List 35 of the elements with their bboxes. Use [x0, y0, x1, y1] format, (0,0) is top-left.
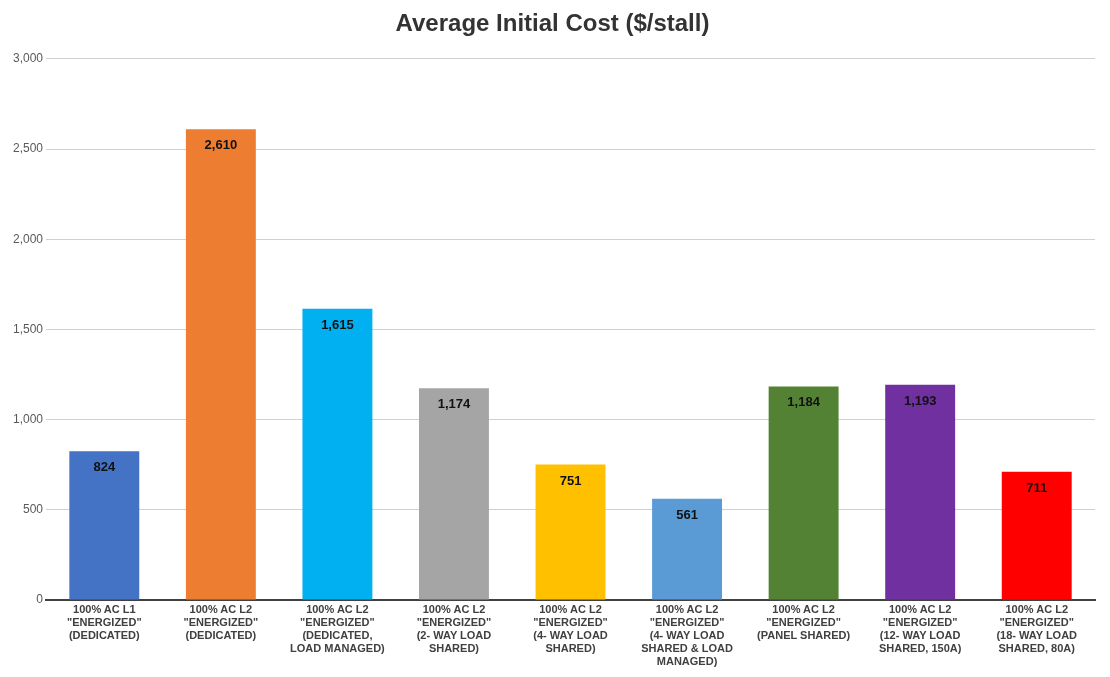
chart-title: Average Initial Cost ($/stall) — [395, 9, 710, 37]
y-tick-label: 2,000 — [13, 231, 44, 246]
data-label: 751 — [559, 472, 582, 488]
data-label: 2,610 — [204, 137, 238, 153]
bar — [652, 498, 723, 600]
y-tick-label: 1,500 — [13, 321, 44, 336]
data-label: 1,193 — [903, 392, 937, 408]
x-tick-label: 100% AC L2 "ENERGIZED" (PANEL SHARED) — [757, 602, 851, 642]
x-tick-label: 100% AC L2 "ENERGIZED" (DEDICATED) — [183, 602, 259, 642]
bar — [302, 308, 373, 600]
data-label: 1,615 — [321, 316, 354, 332]
y-tick-label: 2,500 — [13, 141, 44, 156]
bar — [768, 386, 839, 600]
bar — [1001, 471, 1072, 600]
x-tick-label: 100% AC L2 "ENERGIZED" (4- WAY LOAD SHARED) — [533, 602, 608, 655]
x-tick-label: 100% AC L2 "ENERGIZED" (DEDICATED, LOAD MANAGED) — [290, 602, 386, 655]
bar — [69, 451, 140, 600]
data-label: 1,184 — [787, 394, 821, 410]
data-label: 824 — [93, 459, 116, 475]
y-tick-label: 3,000 — [13, 51, 44, 66]
x-tick-label: 100% AC L2 "ENERGIZED" (2- WAY LOAD SHARED) — [416, 602, 492, 655]
x-tick-label: 100% AC L2 "ENERGIZED" (4- WAY LOAD SHARED & LOAD MANAGED) — [641, 602, 733, 668]
data-label: 1,174 — [437, 396, 471, 412]
y-tick-label: 0 — [36, 592, 44, 607]
bar — [185, 129, 256, 600]
data-label: 711 — [1026, 479, 1048, 495]
bar — [885, 384, 956, 600]
x-tick-label: 100% AC L2 "ENERGIZED" (18- WAY LOAD SHARED, 80A) — [996, 602, 1078, 655]
x-tick-label: 100% AC L2 "ENERGIZED" (12- WAY LOAD SHARED, 150A) — [878, 602, 962, 655]
bar — [419, 388, 489, 600]
bar — [535, 464, 606, 600]
y-tick-label: 500 — [23, 502, 44, 517]
x-tick-label: 100% AC L1 "ENERGIZED" (DEDICATED) — [67, 602, 142, 642]
y-tick-label: 1,000 — [13, 411, 44, 426]
data-label: 561 — [676, 506, 698, 522]
